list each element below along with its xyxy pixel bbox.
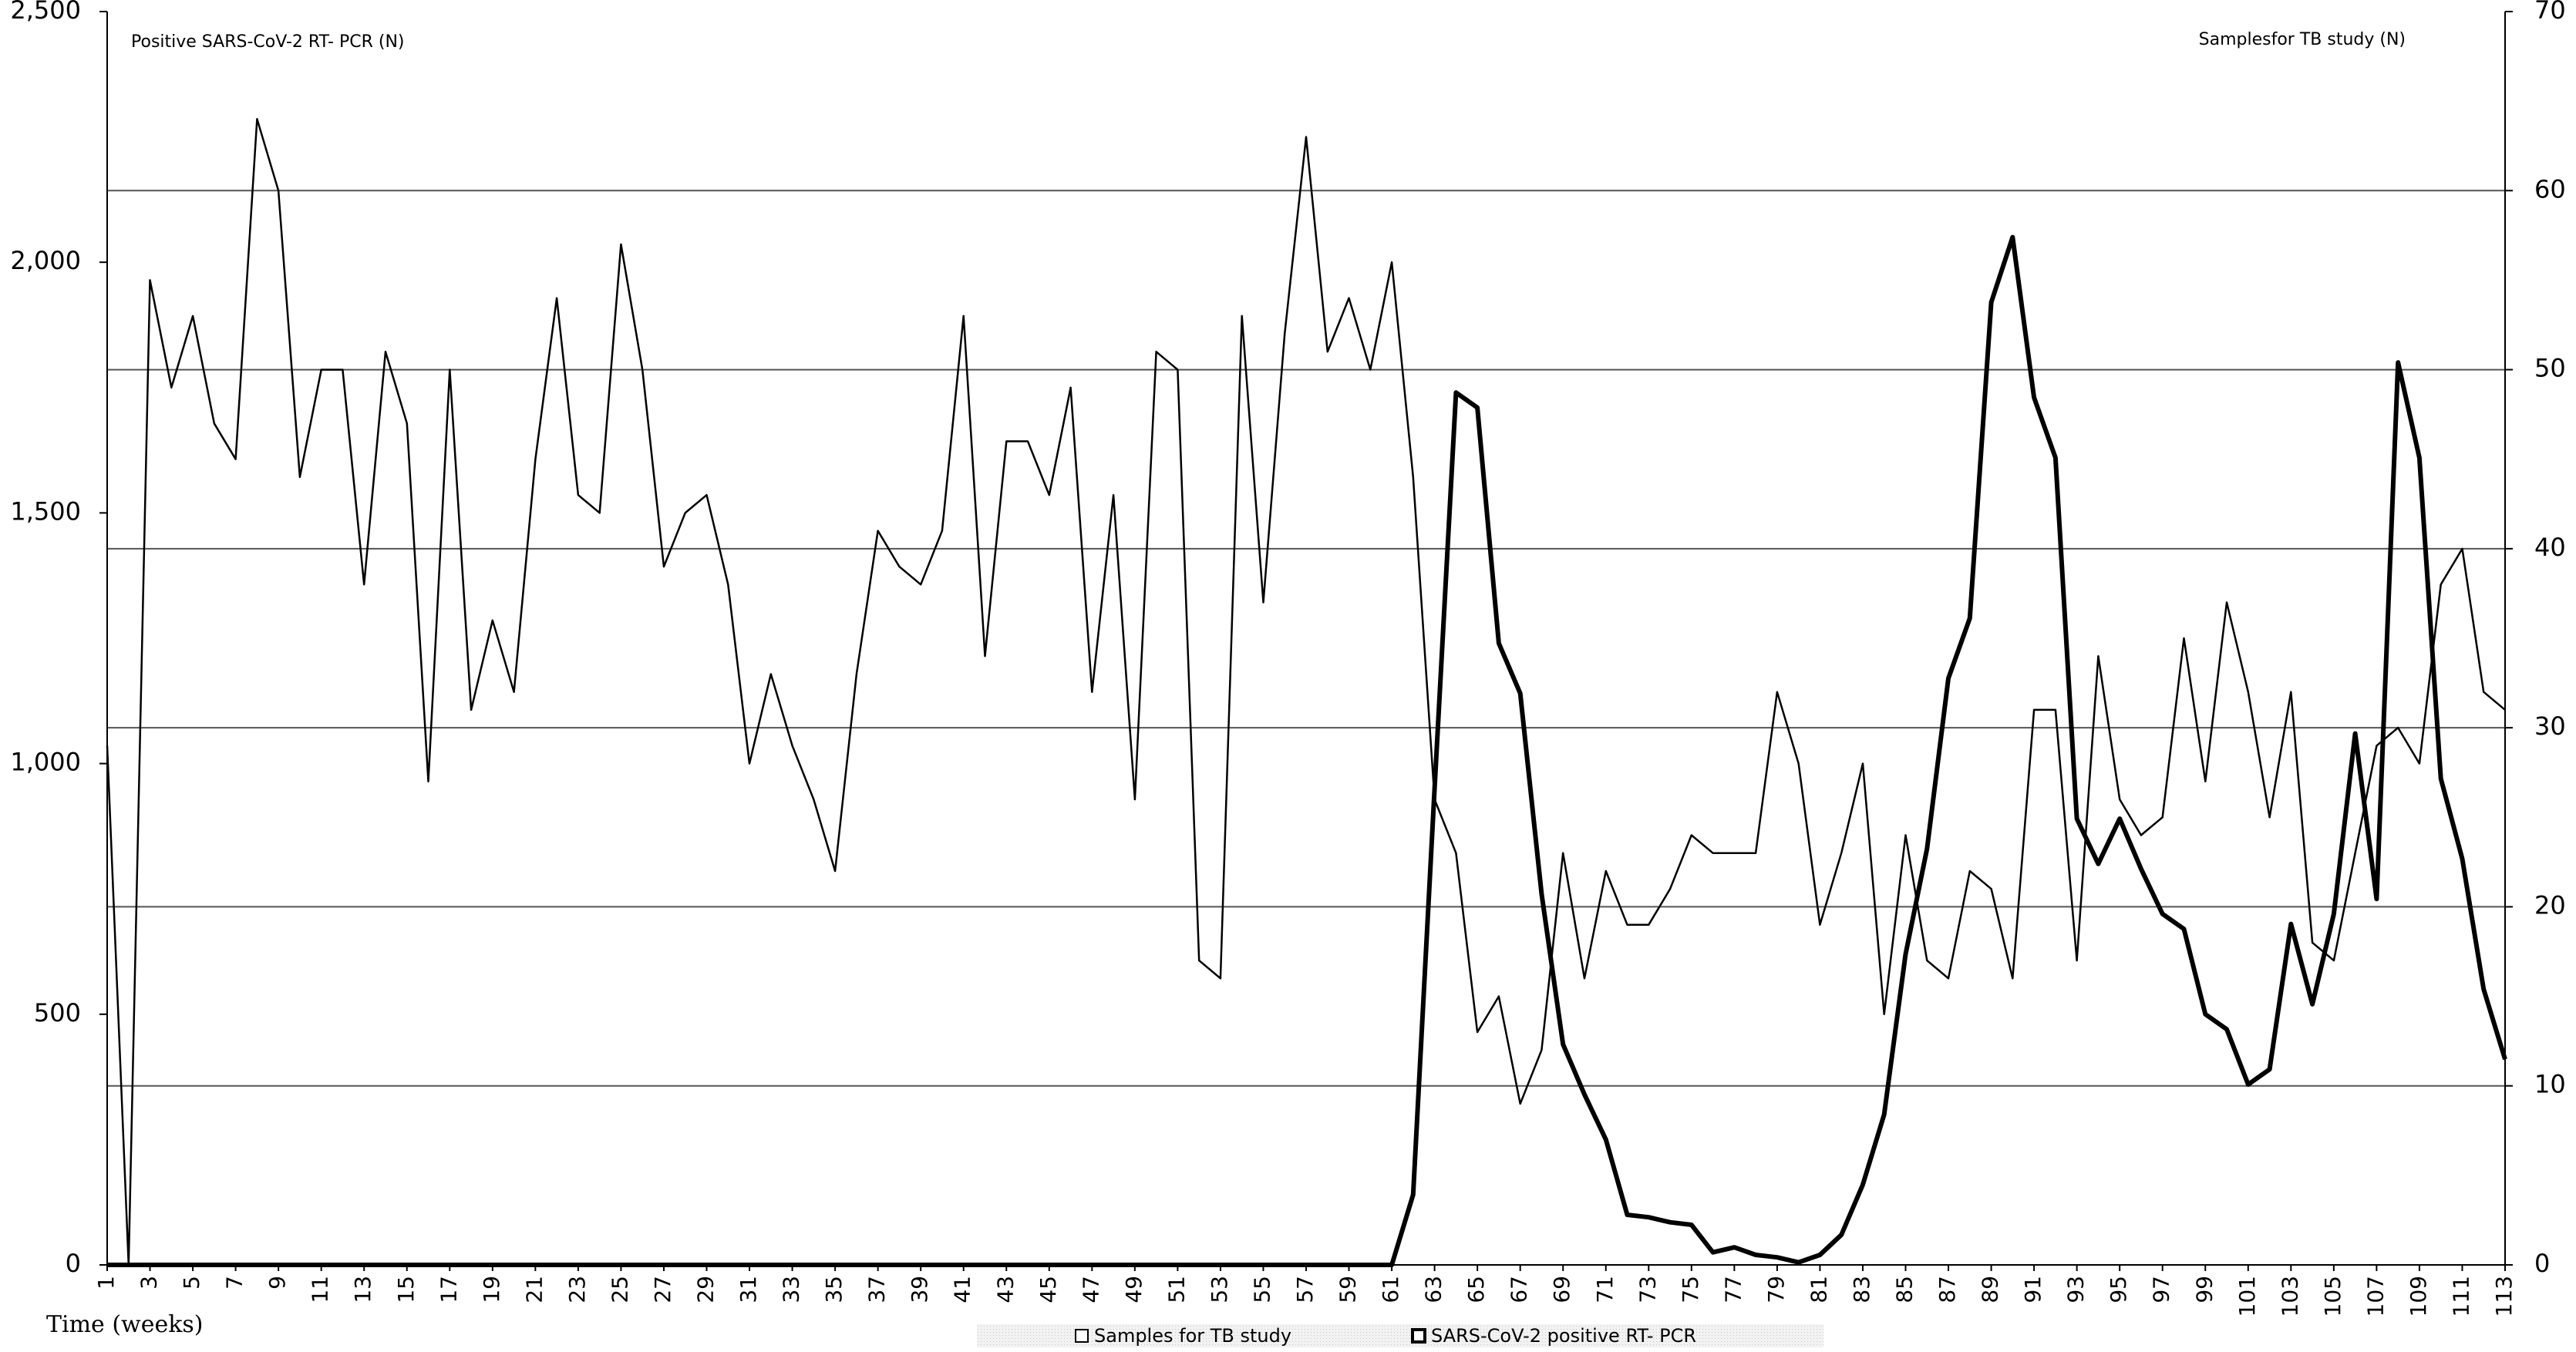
x-tick-label: 61: [1378, 1276, 1403, 1303]
x-tick-label: 47: [1078, 1276, 1103, 1303]
y-axis-label: Positive SARS-CoV-2 RT- PCR (N): [131, 32, 405, 52]
x-tick-label: 29: [693, 1276, 719, 1303]
x-tick-label: 23: [564, 1276, 590, 1303]
y-tick-label: 0: [66, 1249, 81, 1278]
x-tick-label: 79: [1763, 1276, 1789, 1303]
x-tick-label: 19: [479, 1276, 504, 1303]
x-tick-label: 51: [1163, 1276, 1189, 1303]
x-tick-label: 103: [2277, 1276, 2302, 1317]
x-tick-label: 13: [350, 1276, 375, 1303]
y2-tick-label: 50: [2534, 354, 2566, 383]
x-tick-label: 91: [2020, 1276, 2046, 1303]
x-tick-label: 67: [1507, 1276, 1532, 1303]
legend-label: Samples for TB study: [1094, 1325, 1291, 1347]
x-tick-label: 11: [308, 1276, 333, 1303]
x-tick-label: 59: [1335, 1276, 1361, 1303]
x-tick-label: 99: [2191, 1276, 2217, 1303]
y2-tick-label: 10: [2534, 1070, 2566, 1099]
x-tick-label: 85: [1892, 1276, 1918, 1303]
x-tick-label: 57: [1292, 1276, 1318, 1303]
x-tick-label: 71: [1592, 1276, 1618, 1303]
legend-label: SARS-CoV-2 positive RT- PCR: [1431, 1325, 1696, 1347]
x-tick-label: 77: [1720, 1276, 1746, 1303]
x-tick-label: 21: [521, 1276, 547, 1303]
x-tick-label: 35: [821, 1276, 847, 1303]
y-tick-label: 1,500: [10, 496, 81, 526]
legend-marker: [1411, 1328, 1426, 1344]
y2-tick-label: 30: [2534, 711, 2566, 741]
x-tick-label: 107: [2362, 1276, 2388, 1317]
x-tick-label: 9: [264, 1276, 290, 1290]
x-tick-label: 73: [1635, 1276, 1660, 1303]
x-tick-label: 81: [1806, 1276, 1831, 1303]
x-tick-label: 53: [1207, 1276, 1232, 1303]
x-tick-label: 87: [1935, 1276, 1960, 1303]
x-tick-label: 89: [1978, 1276, 2003, 1303]
legend-marker: [1075, 1329, 1089, 1343]
x-axis-label: Time (weeks): [46, 1311, 204, 1338]
y2-tick-label: 60: [2534, 174, 2566, 203]
series-line: [106, 118, 2506, 1266]
y2-tick-label: 40: [2534, 533, 2566, 562]
x-tick-label: 39: [907, 1276, 932, 1303]
x-tick-label: 49: [1121, 1276, 1147, 1303]
x-tick-label: 41: [950, 1276, 975, 1303]
y2-tick-label: 70: [2534, 0, 2566, 25]
x-tick-label: 65: [1463, 1276, 1489, 1303]
x-tick-label: 113: [2491, 1276, 2517, 1317]
x-tick-label: 3: [136, 1276, 162, 1290]
x-tick-label: 63: [1421, 1276, 1446, 1303]
x-tick-label: 17: [436, 1276, 461, 1303]
x-tick-label: 95: [2106, 1276, 2131, 1303]
y-tick-label: 2,500: [10, 0, 81, 25]
x-tick-label: 1: [93, 1276, 119, 1290]
series-line: [107, 234, 2507, 1267]
y-tick-label: 1,000: [10, 748, 81, 777]
x-tick-label: 25: [607, 1276, 632, 1303]
x-tick-label: 37: [864, 1276, 890, 1303]
x-tick-label: 33: [779, 1276, 804, 1303]
y2-axis-label: Samplesfor TB study (N): [2199, 30, 2406, 49]
x-tick-label: 5: [179, 1276, 204, 1290]
legend-box: [977, 1324, 1823, 1347]
x-tick-label: 43: [992, 1276, 1018, 1303]
x-tick-label: 27: [650, 1276, 675, 1303]
x-tick-label: 97: [2149, 1276, 2174, 1303]
x-tick-label: 75: [1678, 1276, 1703, 1303]
y-tick-label: 2,000: [10, 246, 81, 275]
x-tick-label: 101: [2234, 1276, 2260, 1317]
y2-tick-label: 20: [2534, 890, 2566, 920]
y-tick-label: 500: [34, 998, 81, 1027]
x-tick-label: 55: [1249, 1276, 1275, 1303]
x-tick-label: 7: [222, 1276, 247, 1290]
x-tick-label: 45: [1035, 1276, 1061, 1303]
x-tick-label: 109: [2406, 1276, 2431, 1317]
x-tick-label: 15: [393, 1276, 419, 1303]
x-tick-label: 83: [1849, 1276, 1874, 1303]
x-tick-label: 31: [736, 1276, 761, 1303]
x-tick-label: 105: [2320, 1276, 2345, 1317]
x-tick-label: 93: [2063, 1276, 2089, 1303]
x-tick-label: 111: [2448, 1276, 2473, 1317]
y2-tick-label: 0: [2534, 1249, 2550, 1278]
x-tick-label: 69: [1549, 1276, 1574, 1303]
